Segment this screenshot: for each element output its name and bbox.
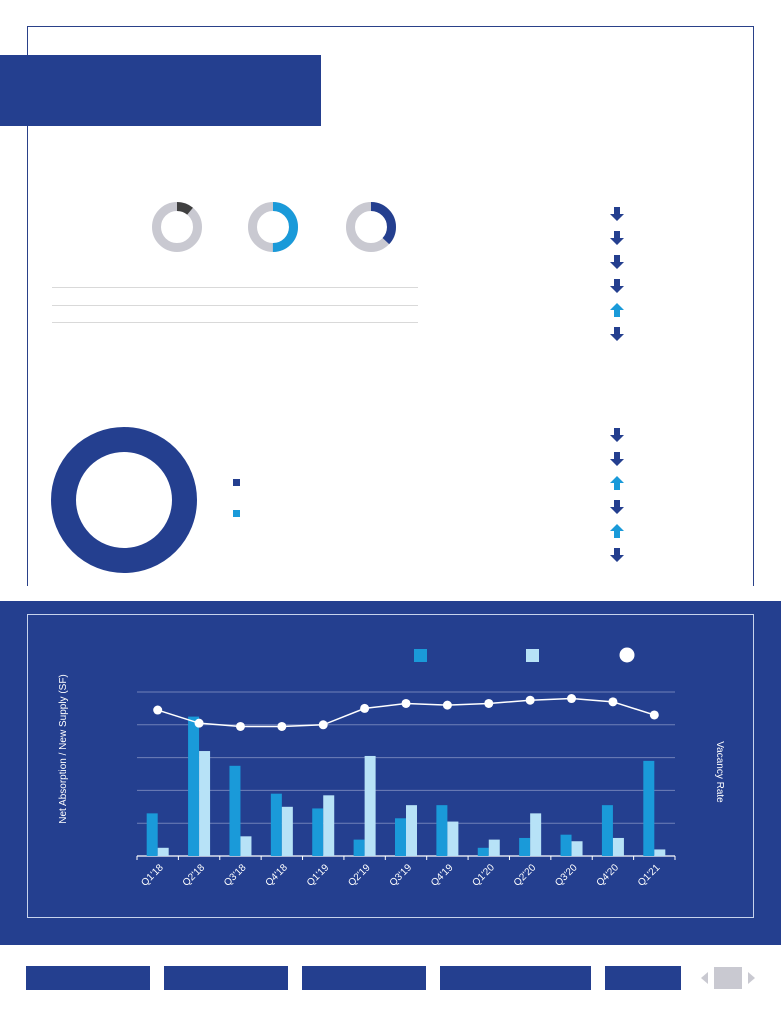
nav-button-4[interactable] <box>440 966 591 990</box>
bar-series-2 <box>157 847 169 856</box>
bar-line-chart: Q1'18 Q2'18 Q3'18 Q4'18 Q1'19 Q2'19 Q3'19 Q4'19… <box>58 647 725 889</box>
bar-series-2 <box>612 837 624 856</box>
vacancy-point <box>484 698 494 708</box>
vacancy-point <box>318 720 328 730</box>
legend-swatch-blue <box>233 510 240 517</box>
chevron-right-icon[interactable] <box>748 972 755 984</box>
x-tick-label: Q2'19 <box>346 862 373 889</box>
bar-series-2 <box>530 813 542 856</box>
x-tick-label: Q3'19 <box>388 862 415 889</box>
y-axis-label: Net Absorption / New Supply (SF) <box>58 674 69 824</box>
chevron-left-icon[interactable] <box>701 972 708 984</box>
vacancy-point <box>194 718 204 728</box>
title-banner <box>0 55 321 126</box>
donut-chart-1 <box>152 202 202 252</box>
bar-series-2 <box>447 821 459 856</box>
bar-series-2 <box>281 806 293 856</box>
divider-2 <box>52 305 418 306</box>
divider-1 <box>52 287 418 288</box>
vacancy-point <box>608 697 618 707</box>
bar-series-2 <box>654 849 666 856</box>
nav-button-1[interactable] <box>26 966 150 990</box>
x-tick-label: Q2'20 <box>512 862 539 889</box>
x-tick-label: Q1'19 <box>305 862 332 889</box>
bar-series-1 <box>643 760 655 856</box>
x-tick-label: Q3'18 <box>222 862 249 889</box>
arrow-down-icon <box>610 327 624 341</box>
arrow-down-icon <box>610 452 624 466</box>
bar-series-2 <box>323 795 335 856</box>
vacancy-point <box>360 703 370 713</box>
chart-frame <box>27 614 754 918</box>
x-tick-label: Q4'18 <box>264 862 291 889</box>
donut-slice <box>346 202 396 252</box>
vacancy-point <box>442 700 452 710</box>
pager <box>701 967 755 989</box>
bar-series-2 <box>406 805 417 856</box>
bar-series-1 <box>188 716 200 856</box>
legend-swatch-series-1 <box>414 649 427 662</box>
bar-series-1 <box>312 808 324 856</box>
legend-swatch-series-2 <box>526 649 539 662</box>
x-tick-label: Q3'20 <box>553 862 580 889</box>
bar-series-2 <box>240 836 252 856</box>
arrow-down-icon <box>610 231 624 245</box>
x-tick-label: Q1'20 <box>470 862 497 889</box>
donut-slice <box>248 202 298 252</box>
vacancy-point <box>277 721 287 731</box>
bar-series-2 <box>571 841 583 856</box>
bar-series-1 <box>477 847 489 856</box>
content-frame <box>27 26 754 586</box>
vacancy-point <box>567 694 577 704</box>
arrow-up-icon <box>610 476 624 490</box>
nav-button-2[interactable] <box>164 966 288 990</box>
nav-button-5[interactable] <box>605 966 681 990</box>
bar-series-1 <box>601 805 613 856</box>
arrow-up-icon <box>610 303 624 317</box>
arrow-down-icon <box>610 207 624 221</box>
y2-axis-label: Vacancy Rate <box>714 741 725 803</box>
bar-series-2 <box>199 751 211 856</box>
x-tick-label: Q4'19 <box>429 862 456 889</box>
vacancy-point <box>153 705 163 715</box>
vacancy-point <box>401 698 411 708</box>
donut-chart-3 <box>346 202 396 252</box>
bar-series-1 <box>270 793 282 856</box>
vacancy-point <box>235 721 245 731</box>
donut-chart-2 <box>248 202 298 252</box>
big-donut-chart <box>51 427 197 573</box>
x-tick-label: Q2'18 <box>181 862 208 889</box>
bar-series-1 <box>436 805 448 856</box>
nav-button-3[interactable] <box>302 966 426 990</box>
vacancy-point <box>649 710 659 720</box>
page-icon[interactable] <box>714 967 742 989</box>
vacancy-point <box>525 695 535 705</box>
donut-slice-navy <box>51 427 197 573</box>
bar-series-1 <box>229 765 241 856</box>
bar-series-1 <box>353 839 365 856</box>
arrow-down-icon <box>610 279 624 293</box>
bar-series-1 <box>146 813 158 856</box>
x-tick-label: Q4'20 <box>595 862 622 889</box>
x-tick-label: Q1'21 <box>636 862 663 889</box>
arrow-down-icon <box>610 548 624 562</box>
divider-3 <box>52 322 418 323</box>
donut-slice <box>152 202 202 252</box>
arrow-down-icon <box>610 255 624 269</box>
bar-series-2 <box>488 839 500 856</box>
bar-series-1 <box>560 834 572 856</box>
arrow-down-icon <box>610 428 624 442</box>
bar-series-1 <box>395 818 406 856</box>
x-tick-label: Q1'18 <box>139 862 166 889</box>
legend-swatch-navy <box>233 479 240 486</box>
legend-marker-line <box>619 647 635 663</box>
arrow-down-icon <box>610 500 624 514</box>
bar-series-2 <box>364 755 376 856</box>
bar-series-1 <box>519 837 531 856</box>
arrow-up-icon <box>610 524 624 538</box>
